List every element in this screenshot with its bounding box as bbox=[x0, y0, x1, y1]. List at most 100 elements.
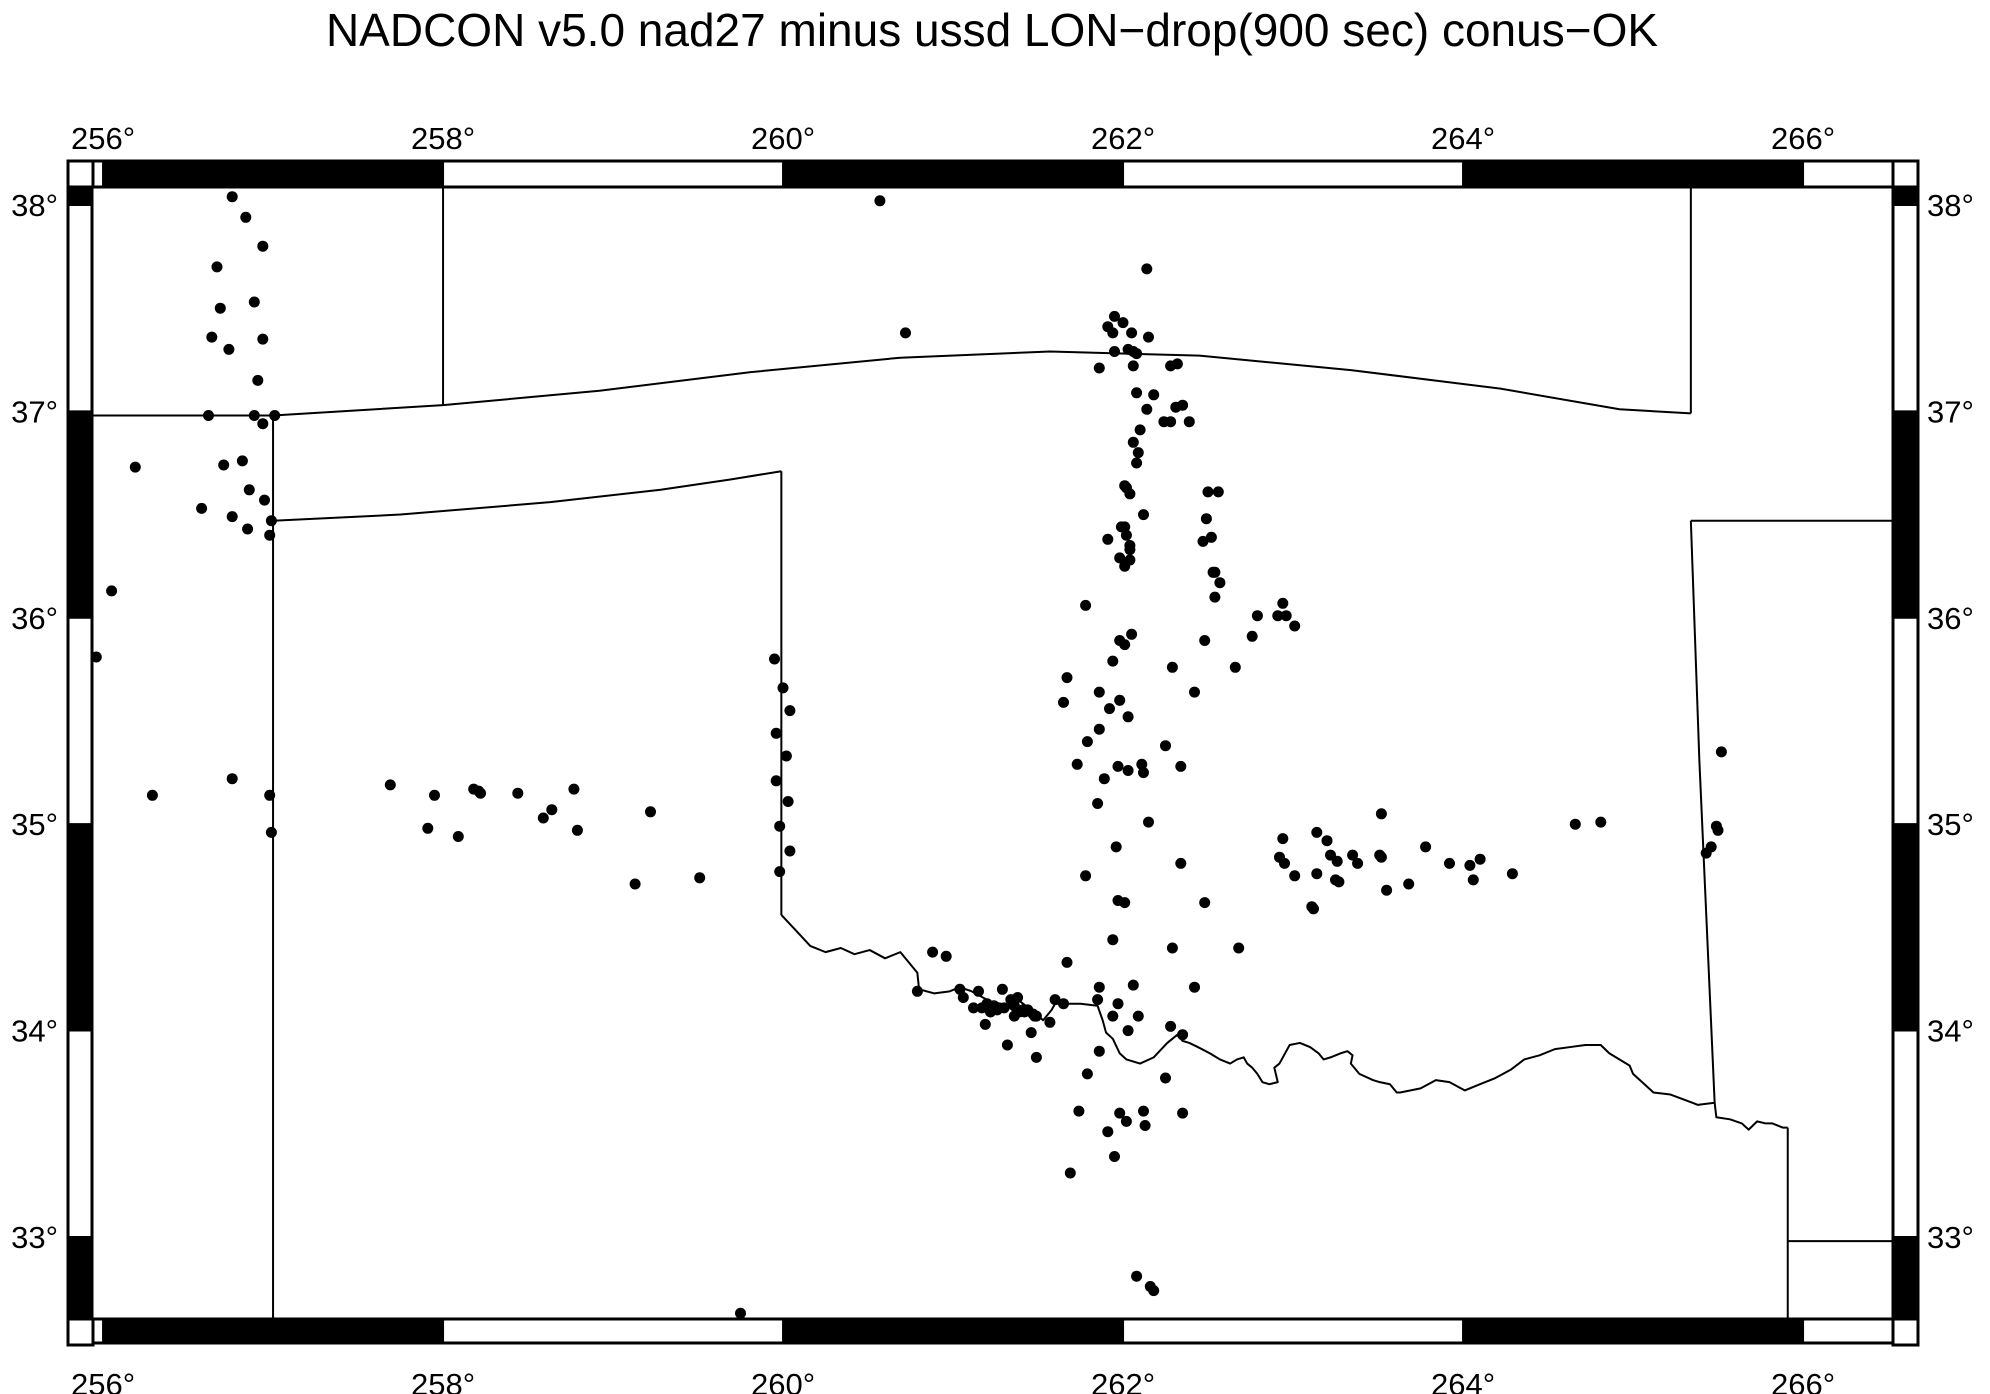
data-point bbox=[1126, 628, 1138, 640]
data-point bbox=[196, 502, 208, 514]
data-point bbox=[1251, 610, 1263, 622]
data-point bbox=[264, 529, 276, 541]
data-point bbox=[1058, 696, 1069, 708]
data-point bbox=[1212, 486, 1224, 498]
data-point bbox=[1109, 1151, 1120, 1162]
data-point bbox=[422, 822, 434, 834]
frame-block-left bbox=[68, 824, 92, 1031]
data-point bbox=[1202, 486, 1214, 498]
data-point bbox=[1080, 599, 1092, 611]
frame-band-left bbox=[66, 185, 94, 1321]
data-point bbox=[782, 796, 794, 807]
frame-block-right bbox=[1893, 824, 1918, 1031]
data-point bbox=[106, 585, 118, 597]
y-axis-tick-label-left: 37° bbox=[11, 394, 58, 429]
x-axis-tick-label-top: 260° bbox=[751, 121, 815, 156]
data-point bbox=[257, 240, 269, 252]
y-axis-tick-label-left: 38° bbox=[11, 188, 58, 223]
data-point bbox=[1199, 897, 1211, 909]
data-point bbox=[1175, 857, 1187, 869]
data-point bbox=[257, 333, 269, 345]
data-point bbox=[1214, 577, 1226, 589]
data-point bbox=[1189, 981, 1200, 993]
data-point bbox=[252, 374, 264, 386]
state-borders bbox=[92, 187, 1893, 1319]
data-point bbox=[1120, 1115, 1132, 1127]
data-point bbox=[1081, 736, 1093, 748]
data-point bbox=[429, 789, 440, 801]
data-point bbox=[1110, 841, 1122, 853]
data-point bbox=[240, 211, 252, 223]
data-point bbox=[1160, 740, 1171, 752]
data-point bbox=[223, 343, 235, 355]
data-point bbox=[571, 824, 583, 836]
data-point bbox=[1093, 1045, 1105, 1057]
data-point bbox=[214, 302, 226, 314]
data-point bbox=[1143, 816, 1154, 828]
data-point bbox=[1712, 824, 1724, 836]
data-point bbox=[265, 515, 277, 527]
data-point bbox=[777, 682, 789, 694]
data-point bbox=[1148, 1285, 1160, 1297]
y-axis-tick-label-left: 33° bbox=[11, 1220, 58, 1255]
data-point bbox=[537, 812, 549, 824]
frame-block-top bbox=[103, 161, 444, 187]
data-point bbox=[1093, 686, 1105, 698]
y-axis-tick-label-right: 34° bbox=[1927, 1014, 1974, 1049]
data-point bbox=[645, 806, 656, 818]
x-axis-tick-label-bottom: 266° bbox=[1771, 1367, 1835, 1394]
data-point bbox=[1189, 686, 1200, 698]
data-point bbox=[770, 727, 782, 739]
y-axis-tick-label-left: 36° bbox=[11, 601, 58, 636]
data-point bbox=[1119, 560, 1131, 572]
data-point bbox=[1138, 1105, 1149, 1117]
x-axis-tick-label-top: 258° bbox=[411, 121, 475, 156]
data-point bbox=[1177, 1029, 1189, 1041]
data-point bbox=[1166, 661, 1178, 673]
data-point bbox=[1025, 1027, 1037, 1039]
data-point bbox=[475, 787, 486, 799]
data-point bbox=[1715, 746, 1727, 758]
data-point bbox=[1272, 610, 1284, 622]
data-point bbox=[1049, 994, 1061, 1006]
data-point bbox=[1280, 610, 1292, 622]
frame-block-top bbox=[783, 161, 1124, 187]
data-point bbox=[1375, 851, 1387, 863]
data-point bbox=[784, 845, 796, 857]
data-point bbox=[1165, 416, 1177, 428]
data-point bbox=[1131, 457, 1143, 469]
chart-title: NADCON v5.0 nad27 minus ussd LON−drop(90… bbox=[326, 4, 1658, 56]
data-point bbox=[1700, 847, 1712, 859]
frame-block-left bbox=[68, 187, 92, 205]
data-point bbox=[1127, 436, 1139, 448]
data-point bbox=[1467, 874, 1479, 886]
data-point bbox=[243, 484, 255, 496]
frame-block-bottom bbox=[103, 1319, 444, 1343]
y-axis-tick-label-right: 37° bbox=[1927, 394, 1974, 429]
y-axis-tick-label-right: 38° bbox=[1927, 188, 1974, 223]
data-point bbox=[1093, 981, 1105, 993]
data-point bbox=[1102, 1126, 1114, 1138]
data-point bbox=[1160, 1072, 1171, 1084]
data-point bbox=[694, 872, 706, 884]
data-point bbox=[1474, 853, 1486, 865]
data-point bbox=[1117, 317, 1129, 329]
data-point bbox=[1127, 979, 1139, 991]
data-point bbox=[1277, 833, 1289, 845]
data-point bbox=[1122, 1025, 1134, 1037]
data-point bbox=[1119, 897, 1131, 909]
data-point bbox=[1119, 639, 1131, 651]
data-point bbox=[979, 1018, 991, 1030]
data-point bbox=[264, 789, 276, 801]
data-point bbox=[1569, 818, 1581, 830]
data-point bbox=[968, 1002, 979, 1014]
data-point bbox=[218, 459, 230, 471]
data-point bbox=[1209, 566, 1221, 578]
data-point bbox=[1119, 521, 1131, 533]
frame-block-bottom bbox=[1463, 1319, 1804, 1343]
data-point bbox=[1061, 672, 1073, 684]
data-point bbox=[1209, 591, 1221, 603]
data-point bbox=[1165, 1020, 1177, 1032]
data-point bbox=[770, 775, 782, 787]
